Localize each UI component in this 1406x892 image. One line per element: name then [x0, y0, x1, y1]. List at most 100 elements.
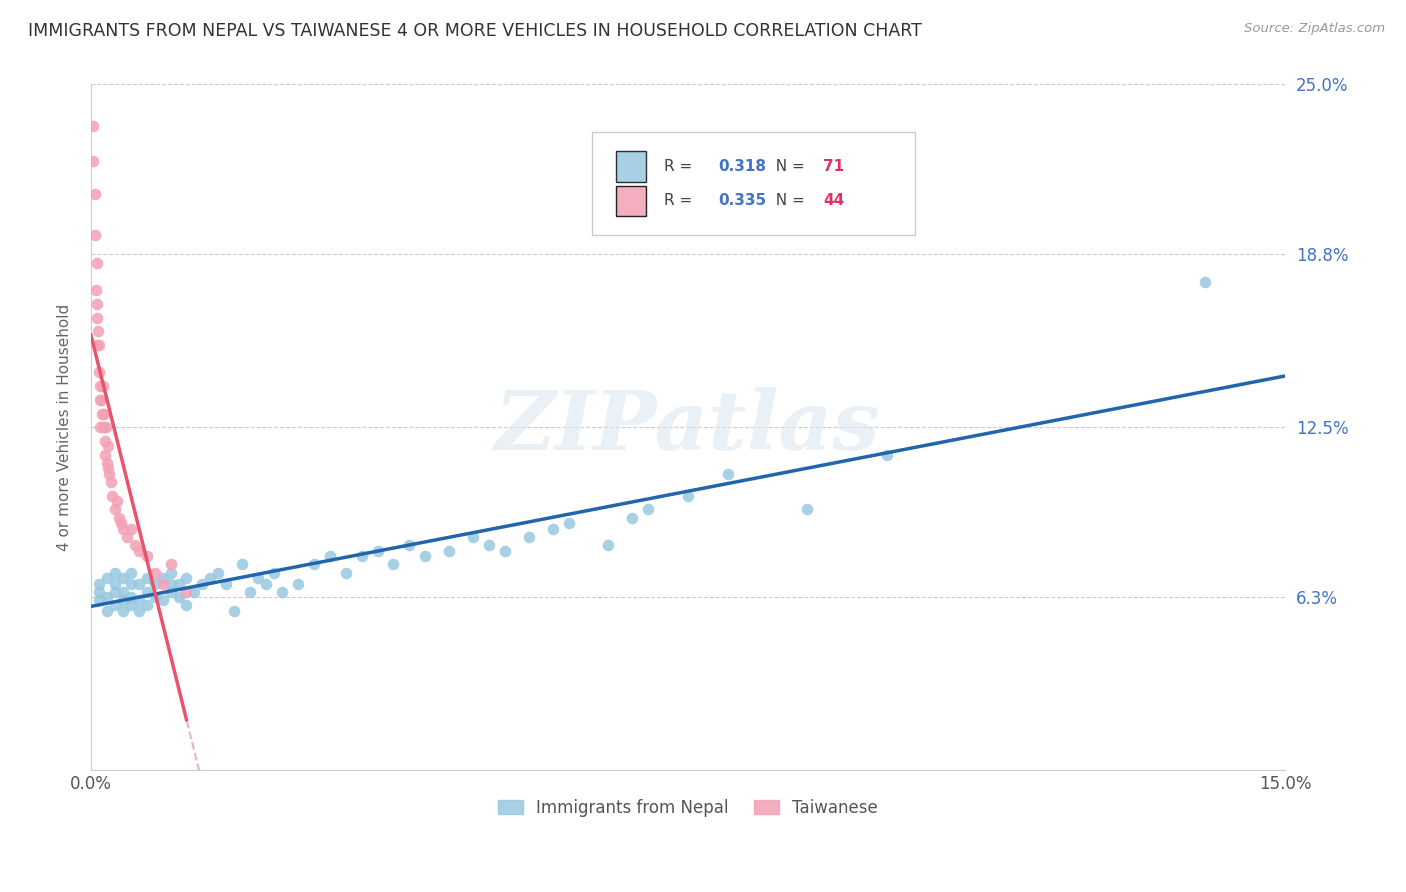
Point: [135, 571, 157, 585]
Point: [104, 584, 127, 599]
Point: [86, 255, 108, 269]
Point: [107, 510, 129, 524]
Point: [90, 392, 112, 407]
Point: [350, 549, 373, 563]
Point: [135, 584, 157, 599]
Point: [167, 591, 190, 605]
Point: [287, 576, 309, 591]
Point: [176, 571, 198, 585]
Point: [82, 119, 104, 133]
Point: [621, 510, 644, 524]
Point: [93, 407, 115, 421]
Point: [159, 558, 181, 572]
Point: [143, 591, 166, 605]
Point: [89, 392, 111, 407]
Point: [111, 593, 134, 607]
Point: [111, 571, 134, 585]
Point: [876, 448, 898, 462]
Point: [152, 571, 174, 585]
Point: [1194, 275, 1216, 289]
Text: N =: N =: [766, 159, 810, 174]
Point: [87, 338, 110, 352]
Point: [96, 591, 118, 605]
Point: [159, 566, 181, 580]
Point: [183, 584, 205, 599]
Point: [717, 467, 740, 481]
Point: [254, 576, 277, 591]
Point: [120, 591, 142, 605]
Point: [176, 584, 198, 599]
Point: [367, 543, 389, 558]
Point: [413, 549, 436, 563]
Point: [398, 538, 420, 552]
Point: [159, 584, 181, 599]
Point: [89, 379, 111, 393]
Text: 44: 44: [823, 194, 844, 209]
Point: [437, 543, 460, 558]
Point: [115, 530, 138, 544]
Point: [104, 502, 127, 516]
Point: [104, 566, 127, 580]
Point: [93, 420, 115, 434]
Point: [128, 576, 150, 591]
Point: [676, 489, 699, 503]
Point: [461, 530, 484, 544]
Point: [152, 593, 174, 607]
Point: [91, 407, 114, 421]
Point: [167, 576, 190, 591]
Point: [598, 538, 620, 552]
Point: [215, 576, 238, 591]
Point: [120, 599, 142, 613]
Point: [89, 420, 111, 434]
Point: [247, 571, 270, 585]
Point: [97, 461, 120, 475]
Point: [105, 494, 128, 508]
Text: 0.335: 0.335: [718, 194, 766, 209]
Point: [120, 566, 142, 580]
Text: 71: 71: [823, 159, 844, 174]
FancyBboxPatch shape: [616, 152, 647, 182]
Point: [263, 566, 285, 580]
Point: [84, 187, 107, 202]
Point: [319, 549, 342, 563]
Point: [120, 522, 142, 536]
Point: [96, 604, 118, 618]
Point: [87, 324, 110, 338]
Point: [124, 538, 146, 552]
Point: [271, 584, 294, 599]
Text: IMMIGRANTS FROM NEPAL VS TAIWANESE 4 OR MORE VEHICLES IN HOUSEHOLD CORRELATION C: IMMIGRANTS FROM NEPAL VS TAIWANESE 4 OR …: [28, 22, 922, 40]
Point: [87, 365, 110, 379]
Point: [94, 448, 117, 462]
Point: [96, 571, 118, 585]
Point: [478, 538, 501, 552]
Point: [111, 584, 134, 599]
Point: [128, 593, 150, 607]
Legend: Immigrants from Nepal, Taiwanese: Immigrants from Nepal, Taiwanese: [491, 792, 884, 823]
Point: [91, 420, 114, 434]
Point: [191, 576, 214, 591]
Point: [86, 338, 108, 352]
Point: [87, 576, 110, 591]
Point: [541, 522, 564, 536]
Point: [557, 516, 579, 531]
Point: [494, 543, 516, 558]
Point: [200, 571, 222, 585]
Point: [94, 434, 117, 448]
FancyBboxPatch shape: [616, 186, 647, 217]
Text: 0.318: 0.318: [718, 159, 766, 174]
Point: [86, 310, 108, 325]
Point: [231, 558, 253, 572]
Point: [796, 502, 818, 516]
Point: [224, 604, 246, 618]
Point: [176, 599, 198, 613]
Point: [207, 566, 229, 580]
Text: R =: R =: [664, 194, 697, 209]
Point: [382, 558, 405, 572]
Point: [87, 593, 110, 607]
Point: [82, 154, 104, 169]
Y-axis label: 4 or more Vehicles in Household: 4 or more Vehicles in Household: [58, 303, 72, 551]
Text: Source: ZipAtlas.com: Source: ZipAtlas.com: [1244, 22, 1385, 36]
Point: [100, 475, 122, 489]
Point: [94, 420, 117, 434]
Point: [302, 558, 325, 572]
